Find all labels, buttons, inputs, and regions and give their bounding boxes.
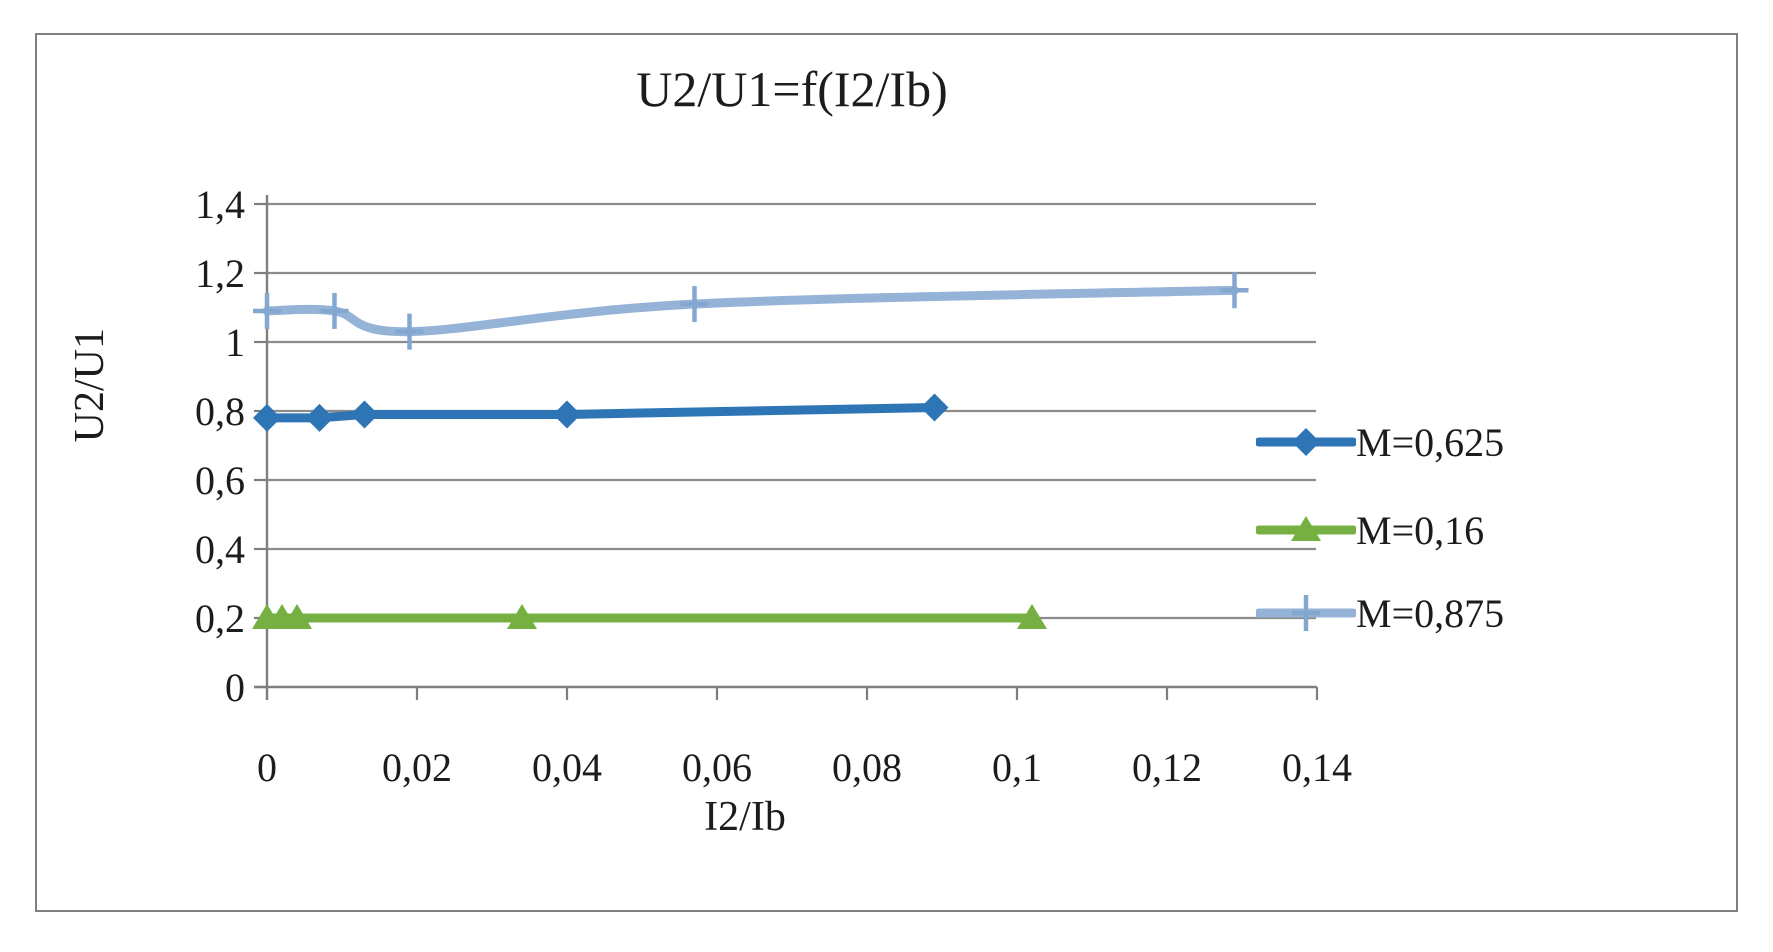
series-line bbox=[262, 285, 1239, 337]
diamond-marker-icon bbox=[1292, 428, 1320, 456]
series-1 bbox=[252, 604, 1047, 629]
legend-marker-plus-icon bbox=[1256, 595, 1356, 631]
y-tick-label: 0,8 bbox=[195, 389, 245, 434]
x-axis-title: I2/Ib bbox=[704, 794, 786, 840]
plus-marker-icon bbox=[320, 292, 349, 329]
chart-title: U2/U1=f(I2/Ib) bbox=[636, 61, 948, 117]
y-tick-label: 0,4 bbox=[195, 527, 245, 572]
plus-marker-icon bbox=[395, 313, 424, 350]
x-tick-label: 0 bbox=[257, 745, 277, 790]
y-tick-label: 0,6 bbox=[195, 458, 245, 503]
chart-frame bbox=[35, 33, 1738, 912]
y-tick-label: 1,4 bbox=[195, 182, 245, 227]
diamond-marker-icon bbox=[305, 403, 334, 432]
tick-labels: 0 0,2 0,4 0,6 0,8 1 1,2 1,4 0 0,02 0,04 0,06 0,08 0,1… bbox=[195, 182, 1352, 790]
triangle-marker-icon bbox=[282, 604, 312, 629]
legend-label: M=0,625 bbox=[1356, 419, 1505, 465]
x-tick-label: 0,14 bbox=[1282, 745, 1352, 790]
triangle-marker-icon bbox=[1017, 604, 1047, 629]
diamond-marker-icon bbox=[253, 403, 281, 432]
plus-marker-icon bbox=[253, 292, 281, 329]
x-tick-label: 0,12 bbox=[1132, 745, 1202, 790]
legend: M=0,625 M=0,16 M=0,875 bbox=[1256, 0, 1676, 952]
y-tick-label: 0,2 bbox=[195, 596, 245, 641]
legend-marker-triangle-icon bbox=[1256, 516, 1356, 541]
y-tick-label: 1,2 bbox=[195, 251, 245, 296]
y-tick-label: 0 bbox=[225, 665, 245, 710]
plus-marker-icon bbox=[680, 286, 709, 323]
plus-marker-icon bbox=[1292, 595, 1320, 631]
x-tick-label: 0,06 bbox=[682, 745, 752, 790]
legend-label: M=0,875 bbox=[1356, 590, 1505, 636]
legend-item: M=0,16 bbox=[1256, 507, 1484, 553]
x-tick-label: 0,04 bbox=[532, 745, 602, 790]
triangle-marker-icon bbox=[507, 604, 537, 629]
diamond-marker-icon bbox=[553, 400, 581, 429]
legend-marker-diamond-icon bbox=[1256, 428, 1356, 456]
axes bbox=[254, 195, 1319, 700]
series-2 bbox=[253, 272, 1249, 350]
diamond-marker-icon bbox=[920, 393, 949, 422]
y-tick-label: 1 bbox=[225, 320, 245, 365]
triangle-marker-icon bbox=[1291, 516, 1321, 541]
legend-label: M=0,16 bbox=[1356, 507, 1485, 553]
x-tick-label: 0,1 bbox=[992, 745, 1042, 790]
plus-marker-icon bbox=[1220, 272, 1249, 309]
x-tick-label: 0,02 bbox=[382, 745, 452, 790]
series-0 bbox=[253, 393, 949, 432]
diamond-marker-icon bbox=[350, 400, 379, 429]
x-tick-label: 0,08 bbox=[832, 745, 902, 790]
legend-item: M=0,875 bbox=[1256, 590, 1504, 636]
legend-item: M=0,625 bbox=[1256, 419, 1504, 465]
